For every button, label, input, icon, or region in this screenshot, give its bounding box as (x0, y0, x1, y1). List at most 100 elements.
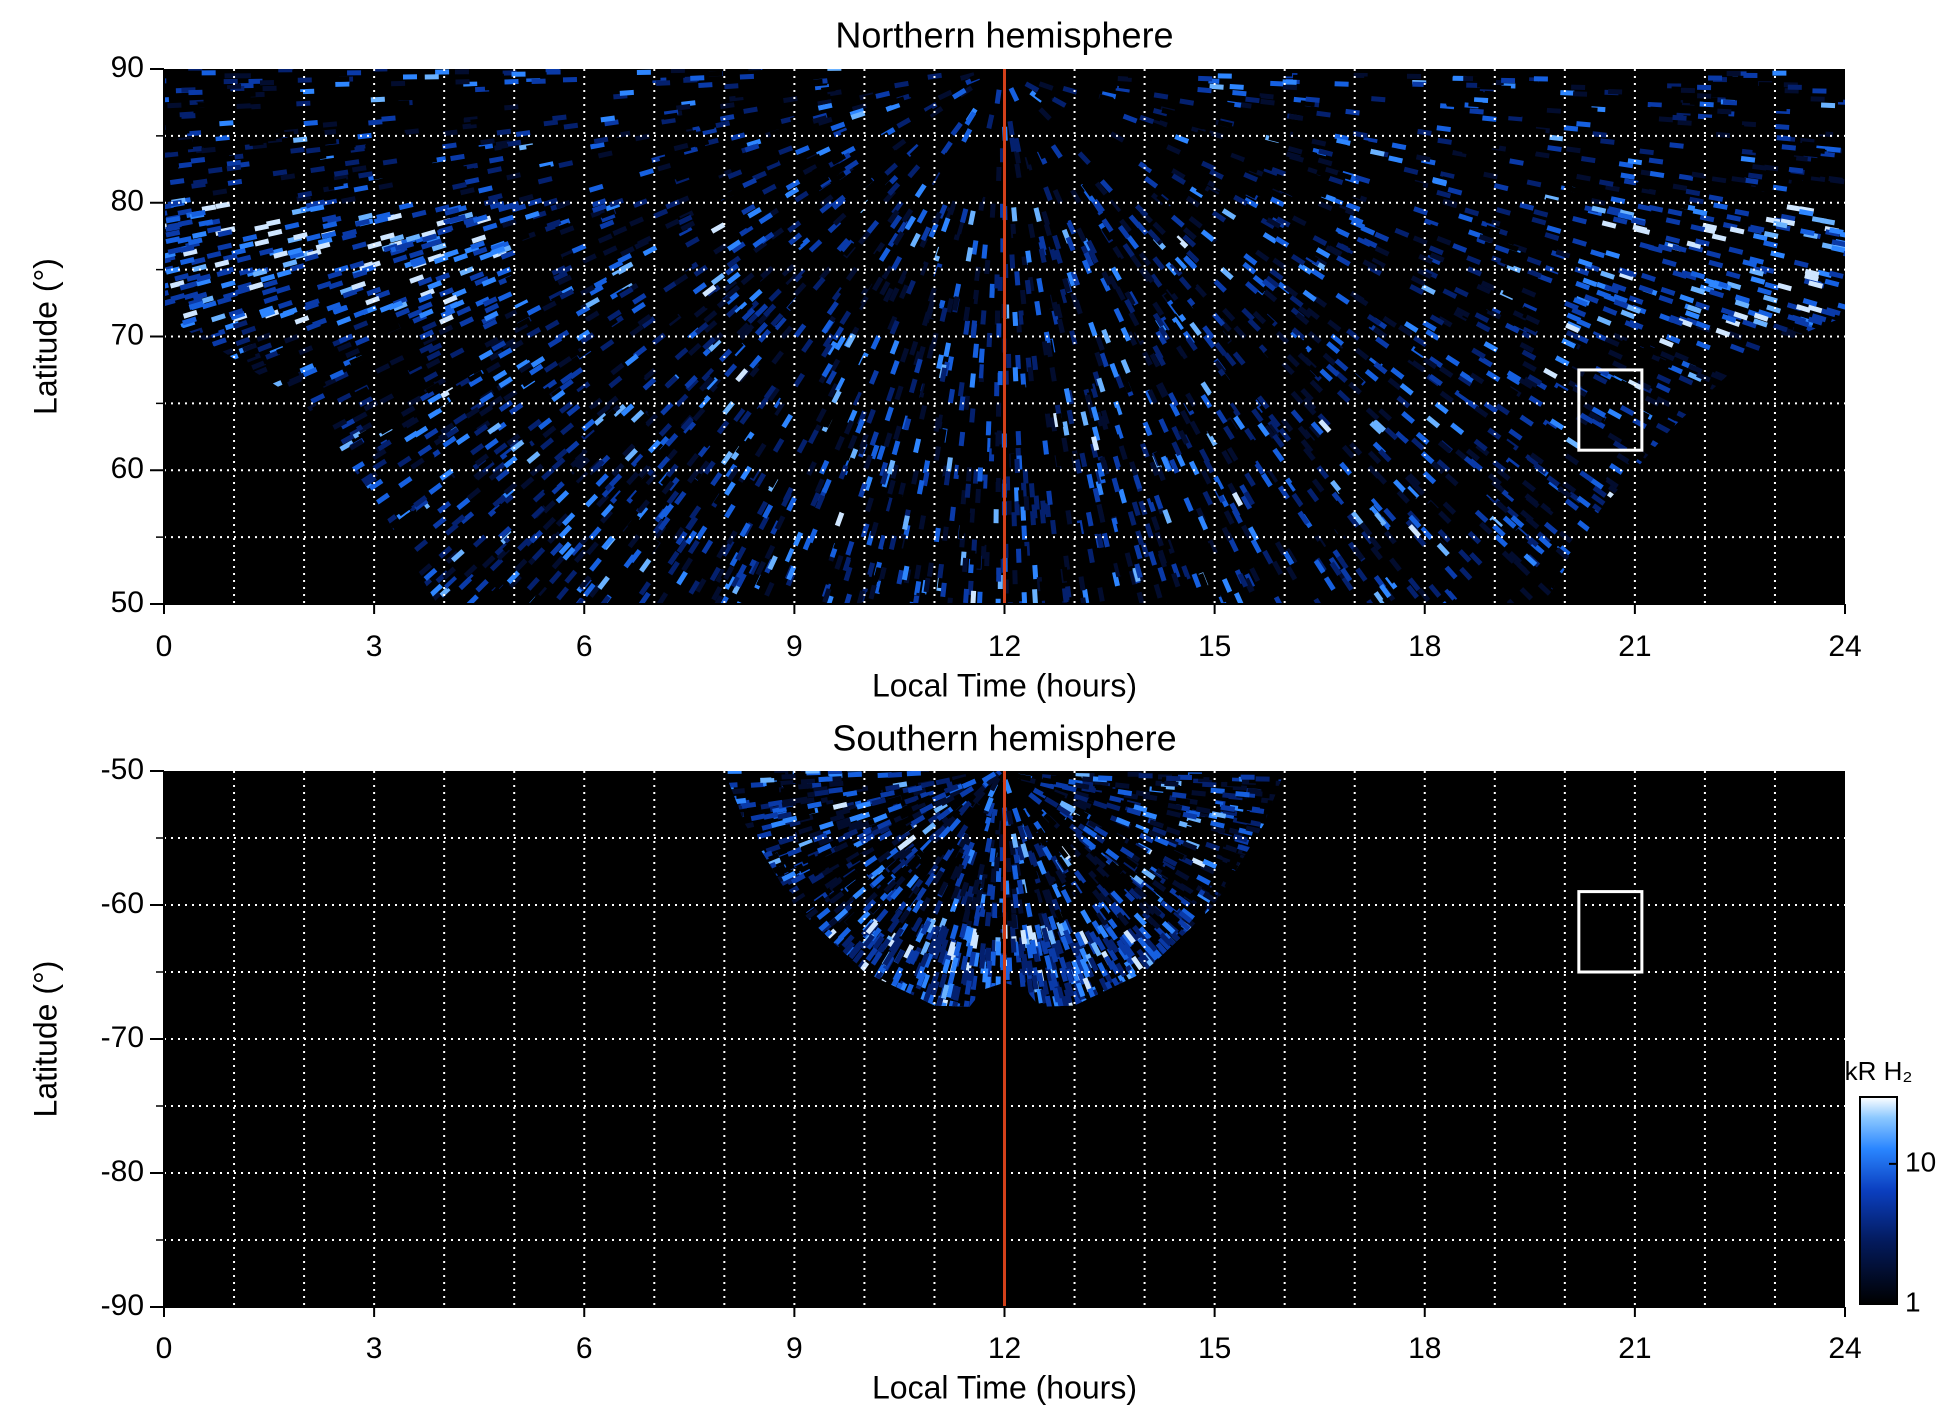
texture-cell (1221, 208, 1237, 220)
texture-cell (1112, 455, 1122, 471)
texture-cell (975, 488, 981, 504)
texture-cell (391, 80, 406, 87)
texture-cell (236, 73, 251, 79)
texture-cell (882, 372, 893, 387)
texture-cell (990, 574, 997, 589)
texture-cell (966, 69, 981, 71)
texture-cell (1244, 472, 1256, 487)
texture-cell (1006, 318, 1012, 333)
texture-cell (1028, 483, 1035, 498)
texture-cell (1604, 97, 1619, 104)
texture-cell (1105, 427, 1114, 443)
texture-cell (695, 525, 708, 540)
texture-cell (1015, 354, 1021, 370)
texture-cell (190, 121, 205, 129)
texture-cell (335, 81, 350, 87)
texture-cell (1728, 246, 1744, 255)
texture-cell (422, 321, 437, 332)
texture-cell (164, 489, 165, 501)
texture-cell (583, 218, 599, 229)
texture-cell (435, 69, 450, 75)
texture-cell (953, 187, 964, 203)
texture-cell (1005, 353, 1012, 368)
texture-cell (1716, 87, 1731, 93)
texture-cell (1012, 570, 1018, 585)
texture-cell (336, 392, 352, 404)
texture-cell (455, 79, 470, 85)
texture-cell (1271, 560, 1284, 576)
texture-cell (1444, 565, 1458, 580)
texture-cell (1820, 102, 1836, 109)
texture-cell (1812, 88, 1827, 94)
texture-cell (1285, 565, 1298, 581)
texture-cell (635, 505, 649, 520)
texture-cell (1069, 330, 1078, 345)
texture-cell (888, 535, 897, 550)
texture-cell (345, 347, 360, 359)
texture-cell (1014, 527, 1020, 542)
texture-cell (1140, 542, 1150, 558)
texture-cell (1817, 269, 1833, 279)
texture-cell (1171, 316, 1184, 331)
texture-cell (331, 113, 346, 120)
texture-cell (389, 355, 405, 366)
texture-cell (1334, 81, 1349, 87)
texture-cell (1270, 80, 1285, 87)
texture-cell (885, 69, 900, 72)
texture-cell (428, 95, 443, 102)
texture-cell (1223, 143, 1239, 153)
texture-cell (593, 277, 609, 289)
texture-cell (1776, 135, 1791, 142)
texture-cell (236, 103, 251, 109)
texture-cell (401, 486, 417, 499)
texture-cell (799, 71, 814, 78)
texture-cell (1100, 409, 1110, 425)
texture-cell (1114, 286, 1126, 301)
texture-cell (1164, 75, 1179, 82)
texture-cell (1548, 301, 1564, 312)
texture-cell (1702, 222, 1718, 231)
texture-cell (1016, 587, 1023, 602)
texture-cell (441, 76, 456, 82)
texture-cell (984, 259, 991, 275)
texture-cell (1533, 76, 1548, 82)
texture-cell (1764, 281, 1780, 291)
texture-cell (1837, 121, 1845, 128)
texture-cell (424, 74, 439, 80)
texture-cell (928, 106, 944, 119)
texture-cell (1559, 74, 1574, 80)
texture-cell (998, 451, 1004, 466)
texture-cell (181, 113, 196, 119)
texture-cell (1128, 311, 1140, 327)
texture-cell (724, 83, 739, 90)
texture-cell (773, 316, 787, 331)
texture-cell (434, 204, 450, 213)
texture-cell (1282, 84, 1298, 91)
texture-cell (997, 371, 1003, 386)
texture-cell (612, 100, 627, 107)
texture-cell (784, 547, 796, 563)
texture-cell (245, 69, 260, 74)
texture-cell (1548, 342, 1564, 353)
texture-cell (370, 84, 386, 91)
texture-cell (573, 387, 589, 400)
texture-cell (995, 598, 1001, 604)
texture-cell (1198, 75, 1213, 82)
texture-cell (1011, 512, 1017, 527)
texture-cell (1472, 76, 1488, 82)
texture-cell (811, 73, 826, 79)
texture-cell (349, 355, 364, 366)
texture-cell (1059, 521, 1067, 537)
texture-cell (1496, 85, 1511, 91)
texture-cell (519, 81, 534, 88)
texture-cell (1656, 396, 1671, 408)
texture-cell (963, 588, 970, 604)
texture-cell (290, 263, 305, 272)
texture-cell (1328, 434, 1342, 449)
texture-cell (1112, 571, 1120, 587)
texture-cell (443, 86, 458, 93)
texture-cell (1513, 92, 1528, 99)
texture-cell (399, 499, 414, 512)
texture-cell (278, 111, 293, 118)
texture-cell (1784, 193, 1799, 201)
